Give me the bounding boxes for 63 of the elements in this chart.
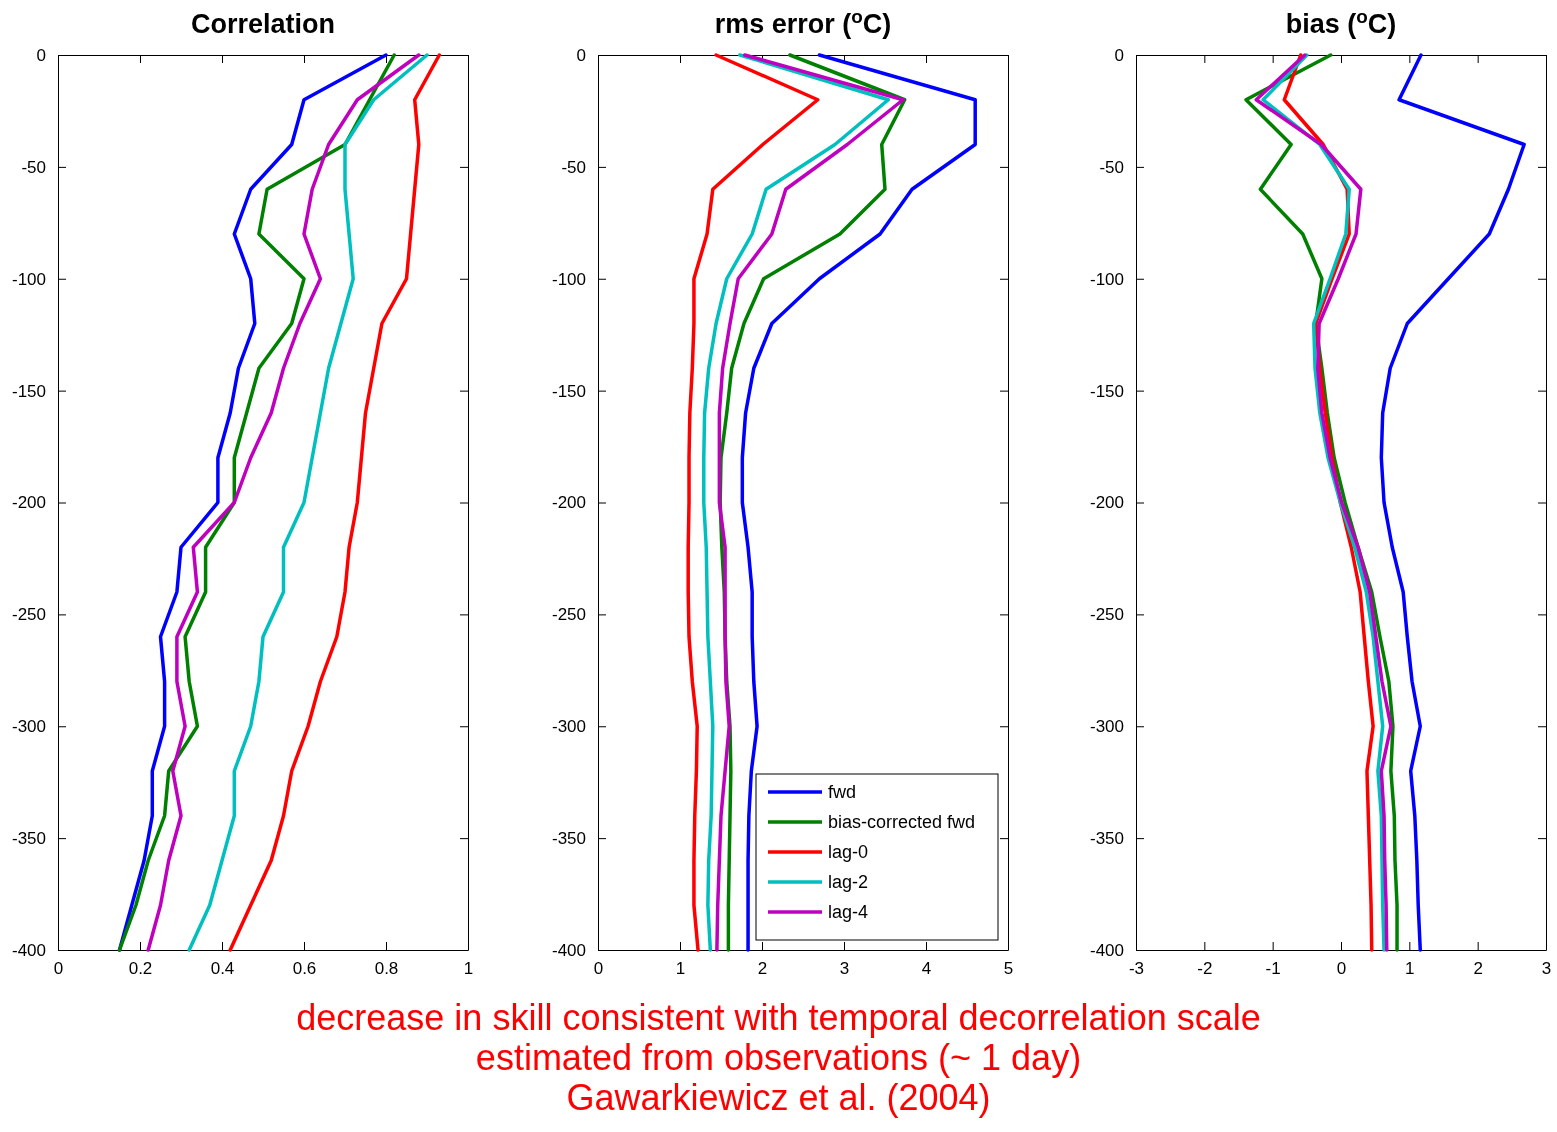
text: Gawarkiewicz et al. (2004) [566, 1077, 991, 1118]
x-tick-label: 0.4 [210, 959, 235, 979]
y-tick-label: -50 [561, 157, 586, 177]
chart-title: Correlation [190, 9, 336, 39]
x-tick-label: 2 [1473, 959, 1483, 979]
y-tick-label: 0 [36, 45, 46, 65]
x-tick-label: 0 [593, 959, 604, 979]
x-tick-label: 0.8 [374, 959, 399, 979]
y-tick-label: -250 [1089, 605, 1124, 625]
x-tick-label: 5 [1003, 959, 1014, 979]
x-tick-label: 0.6 [292, 959, 317, 979]
x-tick-label: 0 [1336, 959, 1347, 979]
y-tick-label: -300 [11, 717, 46, 737]
y-tick-label: -150 [1089, 381, 1124, 401]
y-tick-label: -300 [551, 717, 586, 737]
y-tick-label: -350 [11, 829, 46, 849]
y-tick-label: -400 [1089, 940, 1124, 960]
text: decrease in skill consistent with temporal decorrelation scale [296, 997, 1261, 1038]
y-tick-label: -100 [11, 269, 46, 289]
x-tick-label: 4 [921, 959, 932, 979]
line-series [686, 53, 820, 952]
y-tick-label: -250 [551, 605, 586, 625]
y-tick-label: -100 [551, 269, 586, 289]
y-tick-label: -200 [551, 493, 586, 513]
y-tick-label: -50 [21, 157, 46, 177]
x-tick-label: -3 [1128, 959, 1145, 979]
y-tick-label: 0 [1114, 45, 1124, 65]
y-tick-label: -200 [1089, 493, 1124, 513]
y-tick-label: -350 [551, 829, 586, 849]
x-tick-label: -1 [1265, 959, 1281, 979]
legend-label: fwd [828, 782, 857, 802]
x-tick-label: 1 [463, 959, 474, 979]
y-tick-label: -150 [11, 381, 46, 401]
y-tick-label: -400 [551, 940, 586, 960]
x-tick-label: -2 [1197, 959, 1213, 979]
legend-label: lag-0 [828, 842, 869, 862]
chart-title: bias ($^{o}$C) [1285, 5, 1397, 39]
y-tick-label: -400 [11, 940, 46, 960]
line-series [146, 53, 421, 952]
x-tick-label: 0.2 [128, 959, 153, 979]
text: estimated from observations (~ 1 day) [475, 1037, 1082, 1078]
y-tick-label: -200 [11, 493, 46, 513]
x-tick-label: 0 [53, 959, 64, 979]
y-tick-label: -150 [551, 381, 586, 401]
legend-label: lag-4 [828, 902, 869, 922]
x-tick-label: 3 [1541, 959, 1552, 979]
legend-label: bias-corrected fwd [828, 812, 976, 832]
x-tick-label: 3 [839, 959, 850, 979]
x-tick-label: 2 [757, 959, 768, 979]
chart-title: rms error ($^{o}$C) [714, 5, 892, 39]
y-tick-label: 0 [576, 45, 586, 65]
line-series [740, 53, 977, 952]
x-tick-label: 1 [675, 959, 686, 979]
line-series [187, 53, 429, 952]
y-tick-label: -50 [1099, 157, 1124, 177]
y-tick-label: -300 [1089, 717, 1124, 737]
y-tick-label: -100 [1089, 269, 1124, 289]
line-series [228, 53, 442, 952]
y-tick-label: -250 [11, 605, 46, 625]
x-tick-label: 1 [1405, 959, 1415, 979]
line-series [1379, 53, 1526, 952]
legend-label: lag-2 [828, 872, 869, 892]
y-tick-label: -350 [1089, 829, 1124, 849]
